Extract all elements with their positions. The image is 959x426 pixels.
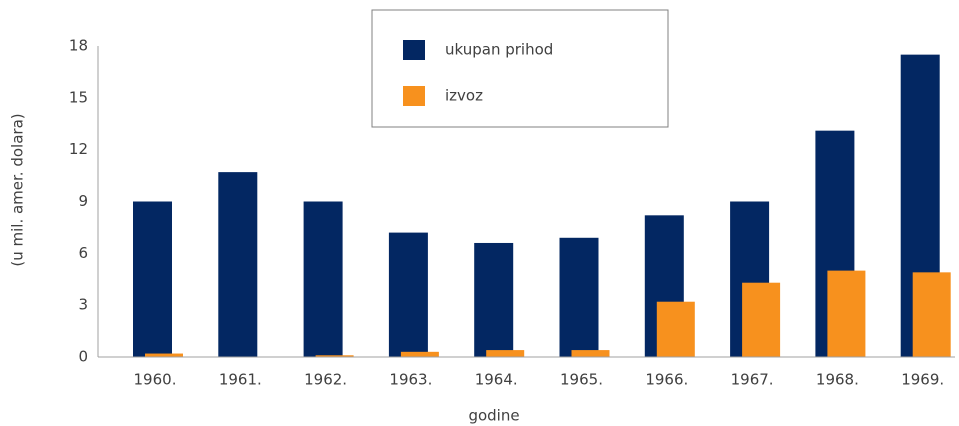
y-tick-label: 18 <box>69 37 88 55</box>
bar <box>912 272 951 357</box>
bar <box>388 232 428 357</box>
bar <box>133 201 172 357</box>
x-tick-label: 1961. <box>219 371 262 389</box>
bar <box>656 301 695 357</box>
y-axis-title: (u mil. amer. dolara) <box>9 113 27 266</box>
y-tick-label: 15 <box>69 88 88 106</box>
bar <box>145 353 183 357</box>
bar <box>742 282 781 357</box>
y-tick-label: 3 <box>78 296 88 314</box>
bar <box>474 242 514 357</box>
bar <box>303 201 343 357</box>
x-tick-label: 1963. <box>389 371 432 389</box>
bar <box>218 172 258 357</box>
legend-label: ukupan prihod <box>445 41 553 59</box>
y-tick-label: 9 <box>78 192 88 210</box>
x-tick-label: 1966. <box>645 371 688 389</box>
legend-swatch <box>403 86 425 106</box>
bar <box>571 350 610 357</box>
y-tick-label: 12 <box>69 140 88 158</box>
bar <box>486 350 525 357</box>
bar <box>827 270 866 357</box>
x-tick-label: 1969. <box>901 371 944 389</box>
x-tick-label: 1964. <box>475 371 518 389</box>
legend-box <box>371 9 669 128</box>
x-axis-title: godine <box>468 407 519 425</box>
x-tick-label: 1962. <box>304 371 347 389</box>
bar <box>400 351 439 357</box>
bar <box>559 237 599 357</box>
legend-label: izvoz <box>445 87 483 105</box>
x-tick-label: 1968. <box>816 371 859 389</box>
y-tick-label: 0 <box>78 348 88 366</box>
bar <box>315 355 354 357</box>
y-tick-label: 6 <box>78 244 88 262</box>
legend-swatch <box>403 40 425 60</box>
x-tick-label: 1965. <box>560 371 603 389</box>
x-tick-label: 1960. <box>134 371 177 389</box>
x-tick-label: 1967. <box>731 371 774 389</box>
